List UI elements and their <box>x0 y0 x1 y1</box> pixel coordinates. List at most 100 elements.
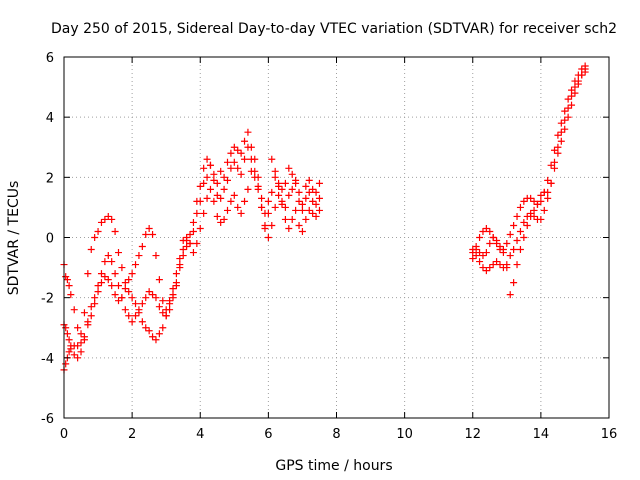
data-point <box>155 330 163 338</box>
data-point <box>159 297 167 305</box>
data-point <box>125 288 133 296</box>
data-point <box>292 176 300 184</box>
data-point <box>203 173 211 181</box>
data-point <box>142 324 150 332</box>
data-point <box>305 206 313 214</box>
data-point <box>142 230 150 238</box>
data-point <box>499 249 507 257</box>
data-point <box>125 312 133 320</box>
data-point <box>506 291 514 299</box>
data-point <box>516 246 524 254</box>
data-point <box>234 203 242 211</box>
data-point <box>557 137 565 145</box>
data-point <box>315 206 323 214</box>
data-point <box>74 342 82 350</box>
series-6 <box>469 68 589 299</box>
data-point <box>108 215 116 223</box>
data-point <box>281 179 289 187</box>
data-point <box>288 215 296 223</box>
grid-layer <box>64 57 609 418</box>
data-point <box>193 197 201 205</box>
data-point <box>247 155 255 163</box>
data-point <box>230 191 238 199</box>
data-point <box>101 273 109 281</box>
data-point <box>111 270 119 278</box>
data-point <box>493 240 501 248</box>
data-point <box>561 125 569 133</box>
data-point <box>162 312 170 320</box>
data-point <box>189 227 197 235</box>
data-point <box>176 255 184 263</box>
data-point <box>62 360 70 368</box>
data-point <box>74 354 82 362</box>
data-point <box>486 240 494 248</box>
data-point <box>196 224 204 232</box>
data-point <box>121 306 129 314</box>
data-point <box>571 83 579 91</box>
data-point <box>213 212 221 220</box>
data-point <box>561 107 569 115</box>
data-point <box>186 240 194 248</box>
data-point <box>111 227 119 235</box>
data-point <box>295 197 303 205</box>
data-point <box>482 249 490 257</box>
data-point <box>547 179 555 187</box>
data-point <box>91 234 99 241</box>
data-point <box>264 197 272 205</box>
data-point <box>63 330 71 338</box>
data-point <box>193 240 201 248</box>
data-point <box>138 300 146 308</box>
data-point <box>200 164 208 172</box>
y-tick-label: -6 <box>41 412 54 427</box>
data-point <box>554 143 562 151</box>
data-point <box>84 270 92 278</box>
data-point <box>220 173 228 181</box>
data-point <box>77 330 85 338</box>
data-point <box>203 155 211 163</box>
data-point <box>298 200 306 208</box>
data-point <box>302 182 310 190</box>
data-point <box>472 252 480 260</box>
data-point <box>261 209 269 217</box>
x-tick-label: 4 <box>196 427 204 442</box>
data-point <box>128 270 136 278</box>
data-point <box>224 158 231 166</box>
series-4 <box>469 65 589 275</box>
x-axis-label: GPS time / hours <box>275 458 392 474</box>
data-point <box>125 276 133 284</box>
data-point <box>288 185 296 193</box>
data-point <box>479 252 487 260</box>
data-point <box>271 203 279 211</box>
data-point <box>65 348 73 356</box>
data-point <box>97 218 105 226</box>
data-point <box>230 158 238 166</box>
data-point <box>104 212 112 220</box>
data-point <box>94 227 102 235</box>
data-point <box>254 182 262 190</box>
data-point <box>159 324 167 332</box>
data-point <box>115 297 122 305</box>
data-point <box>183 237 191 245</box>
data-point <box>564 104 572 112</box>
data-point <box>179 252 187 260</box>
data-point <box>561 116 569 124</box>
y-tick-label: 0 <box>46 232 54 247</box>
data-point <box>227 164 235 172</box>
data-point <box>568 101 576 109</box>
data-point <box>179 246 187 254</box>
data-point <box>132 261 140 269</box>
data-point <box>479 264 487 272</box>
data-point <box>200 179 208 187</box>
data-point <box>527 194 535 202</box>
data-point <box>520 197 528 205</box>
data-points <box>60 62 589 374</box>
data-point <box>482 267 490 275</box>
data-point <box>121 279 129 287</box>
y-tick-label: 2 <box>46 171 54 186</box>
data-point <box>128 294 136 302</box>
data-point <box>568 92 576 100</box>
data-point <box>510 246 518 254</box>
data-point <box>77 348 85 356</box>
data-point <box>527 212 535 220</box>
data-point <box>87 303 95 311</box>
